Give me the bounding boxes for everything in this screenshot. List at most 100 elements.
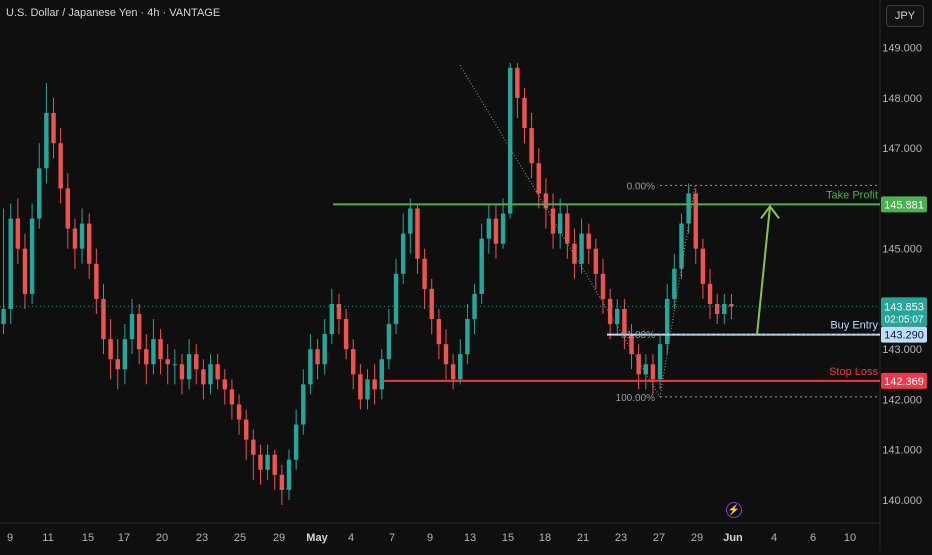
candle xyxy=(194,344,199,385)
candle-body xyxy=(51,113,56,144)
candle xyxy=(108,319,113,380)
trade-setup-overlay: Take Profit Buy Entry Stop Loss 0.00% 61.80%… xyxy=(0,65,880,404)
candle-body xyxy=(158,339,163,360)
candle xyxy=(557,198,563,249)
candle xyxy=(572,228,577,279)
candle xyxy=(500,198,506,249)
candle-body xyxy=(86,223,92,264)
buy-entry-tag-value: 143.290 xyxy=(884,330,924,342)
time-tick-label: 20 xyxy=(156,532,168,544)
candle xyxy=(265,444,270,480)
candle xyxy=(165,344,170,385)
candle-body xyxy=(265,454,270,470)
candle-body xyxy=(293,424,299,460)
candle-body xyxy=(636,354,641,375)
candle-body xyxy=(315,349,320,365)
candle xyxy=(458,339,463,385)
candle xyxy=(22,233,28,309)
candle xyxy=(365,369,370,410)
candle-body xyxy=(643,364,649,375)
candle-body xyxy=(664,298,670,345)
candle xyxy=(122,324,128,385)
time-tick-label: 23 xyxy=(196,532,208,544)
candle-body xyxy=(529,128,534,164)
candle-body xyxy=(258,454,263,470)
candle-body xyxy=(536,163,541,194)
candle-body xyxy=(29,218,35,294)
candle-body xyxy=(351,349,356,375)
candle xyxy=(172,349,178,385)
candle-body xyxy=(714,303,720,315)
candle-body xyxy=(615,308,620,325)
time-tick-label: 29 xyxy=(691,532,703,544)
candle-body xyxy=(22,248,28,294)
price-axis[interactable]: 140.000 141.000 142.000 143.000 145.000 147.0… xyxy=(881,43,927,507)
candle-body xyxy=(400,233,406,274)
candle xyxy=(272,449,277,490)
candle-body xyxy=(286,459,292,490)
time-tick-label: 4 xyxy=(348,532,354,544)
candle xyxy=(707,268,713,320)
candle-body xyxy=(201,369,206,385)
candle xyxy=(379,349,384,400)
projection-arrow xyxy=(756,206,771,335)
time-axis[interactable]: 9 11 15 17 20 23 25 29 May 4 7 9 13 15 18 21 23 27 29 Jun 4 6… xyxy=(7,532,856,544)
candle xyxy=(37,143,42,229)
candle-body xyxy=(422,258,427,289)
candles xyxy=(1,62,734,505)
candle-body xyxy=(8,218,13,309)
candle-body xyxy=(486,218,492,239)
candle xyxy=(151,319,156,375)
candle-body xyxy=(1,308,6,325)
time-tick-label: 10 xyxy=(844,532,856,544)
candle-body xyxy=(465,319,470,355)
candle-body xyxy=(557,213,563,234)
price-tick-label: 141.000 xyxy=(882,445,922,457)
candle xyxy=(415,203,420,274)
candle xyxy=(158,329,163,375)
candle xyxy=(336,293,342,335)
take-profit-tag-value: 145.881 xyxy=(884,199,924,211)
candle xyxy=(664,283,670,355)
candle-body xyxy=(151,339,156,365)
candle xyxy=(8,203,13,325)
candle-body xyxy=(308,349,313,385)
candle-body xyxy=(251,439,256,455)
price-tick-label: 145.000 xyxy=(882,244,922,256)
candle-body xyxy=(657,344,663,380)
candle xyxy=(279,464,285,505)
candle-body xyxy=(79,223,85,249)
candle xyxy=(586,223,591,264)
candle-body xyxy=(550,208,556,234)
candle xyxy=(729,293,734,320)
candle xyxy=(593,238,599,289)
candle xyxy=(358,364,363,410)
candle xyxy=(144,334,149,385)
candle-body xyxy=(322,334,327,365)
candle-body xyxy=(572,243,577,264)
projection-arrowhead xyxy=(760,204,780,220)
current-price-value: 143.853 xyxy=(884,301,924,313)
candle-body xyxy=(679,223,684,269)
candle-body xyxy=(479,238,484,294)
candle-body xyxy=(272,454,277,475)
candle-body xyxy=(729,303,734,307)
candle-body xyxy=(543,193,549,209)
candle xyxy=(429,278,434,335)
candle-body xyxy=(386,324,392,360)
candle xyxy=(308,334,313,395)
candle-body xyxy=(279,474,285,490)
flash-icon[interactable]: ⚡ xyxy=(726,502,742,518)
countdown-value: 02:05:07 xyxy=(885,314,924,325)
candle xyxy=(550,193,556,249)
candle xyxy=(465,303,470,365)
currency-button[interactable]: JPY xyxy=(886,5,924,27)
candle-body xyxy=(37,168,42,219)
candle-body xyxy=(229,389,235,405)
candle-body xyxy=(436,319,442,345)
candle-body xyxy=(101,298,106,340)
candle xyxy=(693,188,698,264)
